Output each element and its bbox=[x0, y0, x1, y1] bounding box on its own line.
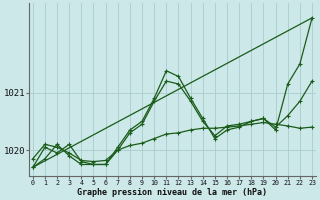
X-axis label: Graphe pression niveau de la mer (hPa): Graphe pression niveau de la mer (hPa) bbox=[77, 188, 268, 197]
